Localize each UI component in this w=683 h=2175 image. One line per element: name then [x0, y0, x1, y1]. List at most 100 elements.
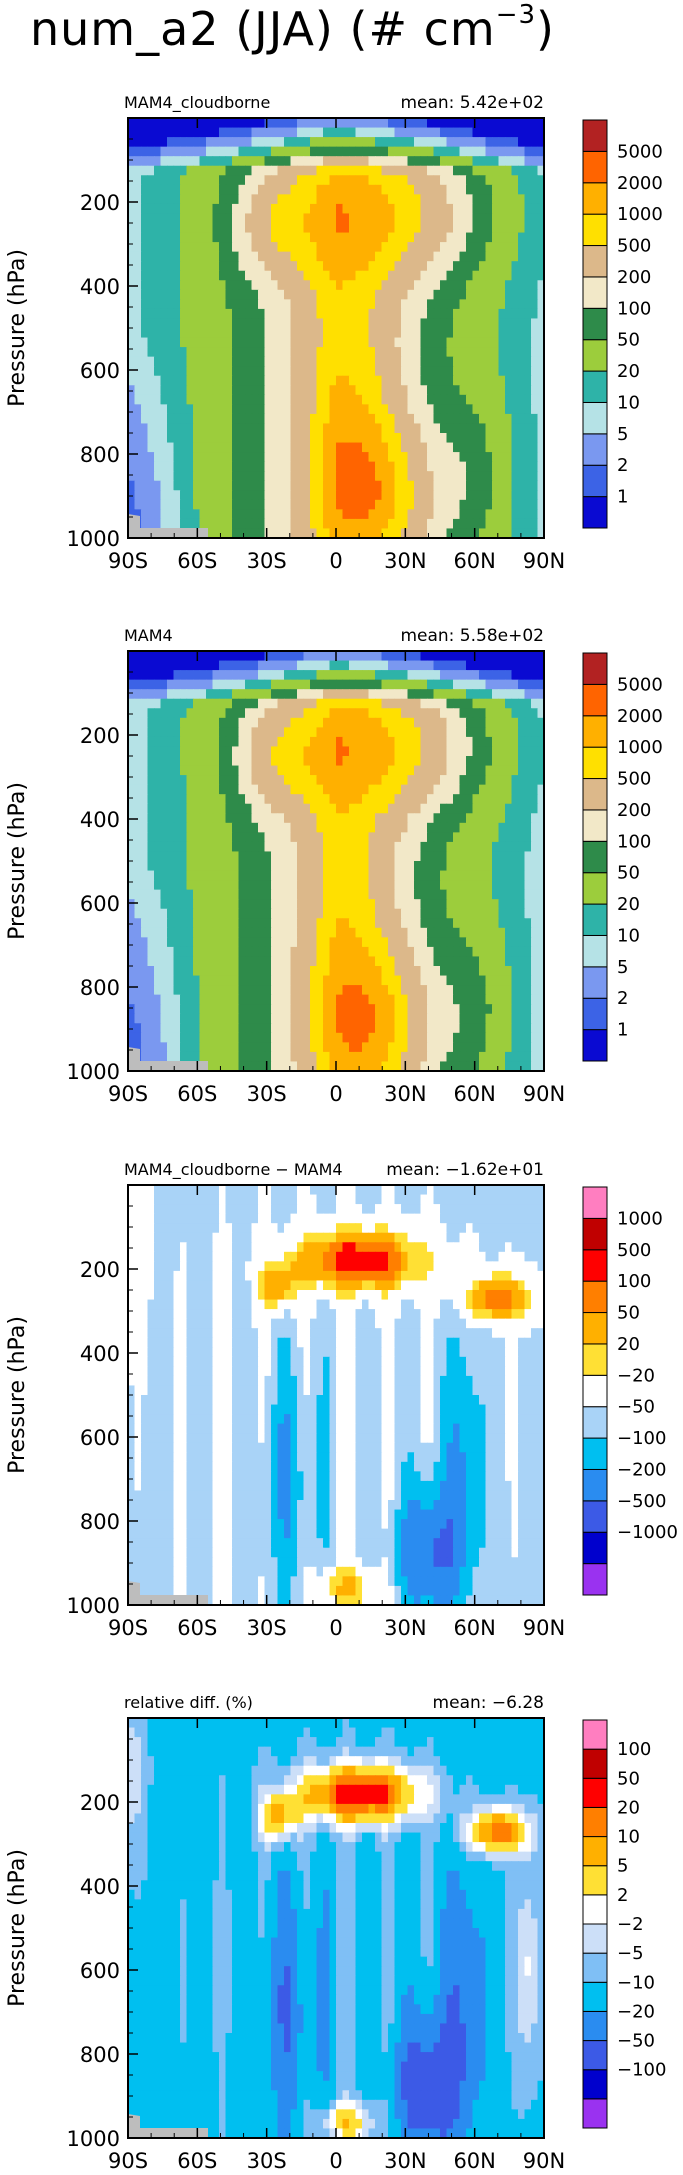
heatmap-cell — [485, 841, 493, 853]
heatmap-cell — [232, 127, 240, 138]
heatmap-cell — [167, 679, 175, 690]
heatmap-cell — [297, 146, 305, 157]
heatmap-cell — [290, 499, 298, 510]
heatmap-cell — [433, 213, 441, 224]
heatmap-cell — [180, 261, 188, 272]
heatmap-cell — [368, 413, 376, 425]
heatmap-cell — [180, 851, 188, 862]
heatmap-cell — [277, 518, 285, 530]
heatmap-cell — [225, 347, 233, 358]
heatmap-cell — [154, 366, 162, 377]
heatmap-cell — [303, 251, 311, 262]
heatmap-cell — [401, 184, 409, 195]
heatmap-cell — [128, 889, 136, 900]
heatmap-cell — [492, 175, 500, 186]
heatmap-cell — [433, 385, 441, 396]
heatmap-cell — [167, 832, 175, 843]
heatmap-cell — [472, 442, 480, 453]
heatmap-cell — [219, 356, 227, 367]
heatmap-cell — [362, 717, 370, 728]
heatmap-cell — [258, 727, 266, 738]
heatmap-cell — [180, 708, 188, 719]
heatmap-cell — [459, 946, 467, 958]
heatmap-cell — [349, 280, 357, 291]
heatmap-cell — [193, 394, 201, 405]
heatmap-cell — [531, 156, 539, 167]
heatmap-cell — [518, 927, 526, 938]
heatmap-cell — [420, 270, 428, 281]
heatmap-cell — [414, 232, 422, 243]
heatmap-cell — [537, 946, 545, 958]
heatmap-cell — [147, 803, 155, 814]
heatmap-cell — [212, 127, 220, 138]
heatmap-cell — [251, 717, 259, 728]
heatmap-cell — [206, 927, 214, 938]
heatmap-cell — [505, 698, 513, 709]
heatmap-cell — [342, 784, 350, 795]
heatmap-cell — [251, 889, 259, 900]
heatmap-cell — [401, 404, 409, 415]
heatmap-cell — [362, 328, 370, 339]
heatmap-cell — [303, 784, 311, 795]
heatmap-cell — [277, 280, 285, 291]
heatmap-cell — [134, 651, 142, 662]
heatmap-cell — [420, 452, 428, 463]
heatmap-cell — [433, 223, 441, 234]
heatmap-cell — [323, 318, 331, 329]
heatmap-cell — [323, 651, 331, 662]
heatmap-cell — [180, 223, 188, 234]
heatmap-cell — [316, 118, 324, 129]
heatmap-cell — [433, 870, 441, 881]
heatmap-cell — [362, 356, 370, 367]
heatmap-cell — [466, 203, 474, 215]
heatmap-cell — [167, 651, 175, 662]
heatmap-cell — [180, 213, 188, 224]
heatmap-cell — [225, 356, 233, 367]
heatmap-cell — [323, 880, 331, 891]
heatmap-cell — [336, 203, 344, 215]
heatmap-cell — [232, 880, 240, 891]
heatmap-cell — [271, 746, 279, 757]
figure-title: num_a2 (JJA) (# cm−3) — [30, 0, 555, 56]
heatmap-cell — [141, 223, 149, 234]
heatmap-cell — [524, 242, 532, 253]
heatmap-cell — [173, 232, 181, 243]
heatmap-cell — [141, 870, 149, 881]
heatmap-cell — [147, 318, 155, 329]
heatmap-cell — [518, 794, 526, 805]
heatmap-cell — [368, 499, 376, 510]
heatmap-cell — [368, 832, 376, 843]
heatmap-cell — [316, 413, 324, 425]
heatmap-cell — [505, 784, 513, 795]
heatmap-cell — [134, 461, 142, 472]
heatmap-cell — [368, 223, 376, 234]
heatmap-cell — [245, 698, 253, 709]
heatmap-cell — [173, 261, 181, 272]
heatmap-cell — [212, 308, 220, 320]
heatmap-cell — [128, 899, 136, 910]
heatmap-cell — [225, 689, 233, 700]
heatmap-cell — [433, 261, 441, 272]
heatmap-cell — [251, 679, 259, 690]
heatmap-cell — [258, 289, 266, 300]
heatmap-cell — [420, 356, 428, 367]
heatmap-cell — [518, 803, 526, 814]
heatmap-cell — [407, 870, 415, 881]
heatmap-cell — [186, 452, 194, 463]
heatmap-cell — [193, 318, 201, 329]
heatmap-cell — [219, 794, 227, 805]
heatmap-cell — [186, 927, 194, 938]
heatmap-cell — [362, 660, 370, 671]
heatmap-cell — [329, 232, 337, 243]
heatmap-cell — [173, 946, 181, 958]
heatmap-cell — [381, 223, 389, 234]
heatmap-cell — [290, 423, 298, 434]
heatmap-cell — [303, 861, 311, 872]
heatmap-cell — [199, 660, 207, 671]
heatmap-cell — [440, 717, 448, 728]
heatmap-cell — [381, 165, 389, 176]
heatmap-cell — [401, 832, 409, 843]
heatmap-cell — [180, 908, 188, 919]
heatmap-cell — [440, 509, 448, 520]
